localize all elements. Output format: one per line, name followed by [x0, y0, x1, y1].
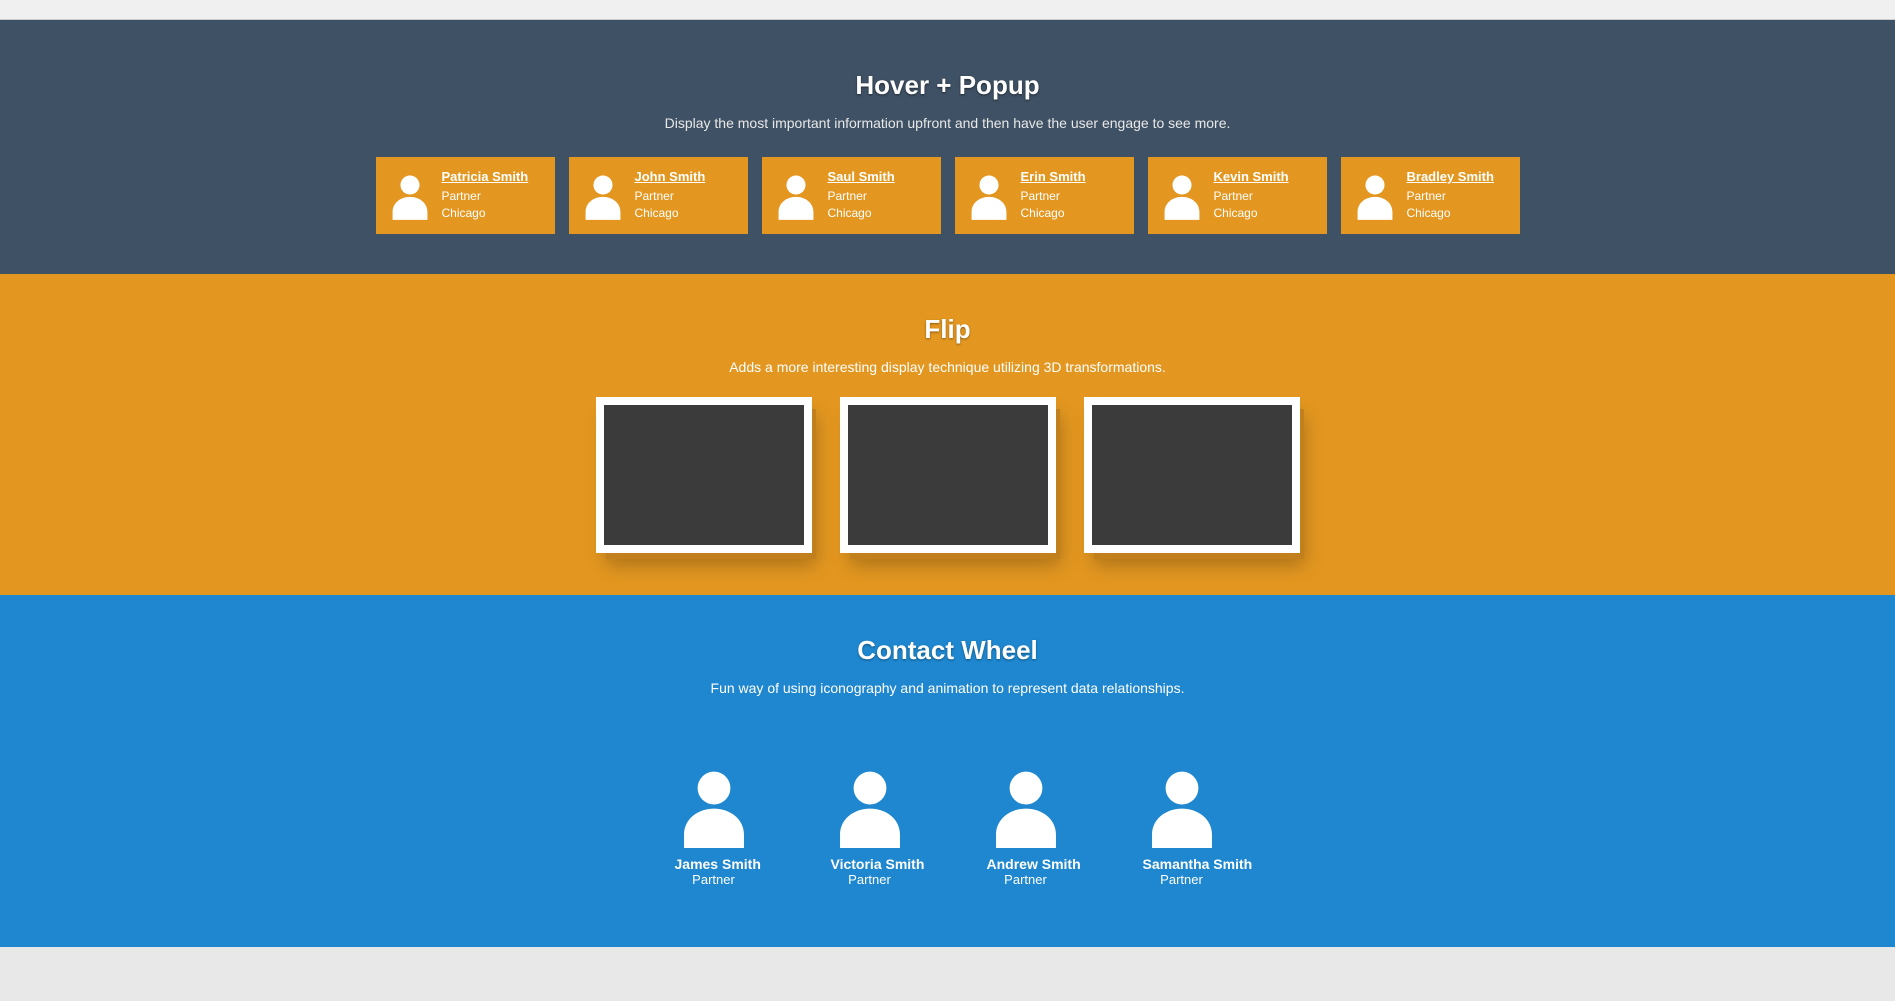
wheel-person-name: Victoria Smith: [831, 856, 909, 872]
wheel-person-role: Partner: [987, 872, 1065, 887]
wheel-person-role: Partner: [1143, 872, 1221, 887]
person-info: John Smith Partner Chicago: [635, 169, 736, 222]
person-location: Chicago: [1021, 205, 1122, 222]
section-hover-popup: Hover + Popup Display the most important…: [0, 20, 1895, 274]
hover-title: Hover + Popup: [0, 70, 1895, 101]
person-icon: [1160, 172, 1204, 220]
person-role: Partner: [1214, 188, 1315, 205]
wheel-subtitle: Fun way of using iconography and animati…: [0, 680, 1895, 696]
wheel-person-role: Partner: [831, 872, 909, 887]
person-role: Partner: [1407, 188, 1508, 205]
section-contact-wheel: Contact Wheel Fun way of using iconograp…: [0, 595, 1895, 947]
person-card[interactable]: Erin Smith Partner Chicago: [955, 157, 1134, 234]
person-location: Chicago: [1407, 205, 1508, 222]
person-card[interactable]: Patricia Smith Partner Chicago: [376, 157, 555, 234]
wheel-person-role: Partner: [675, 872, 753, 887]
person-card[interactable]: John Smith Partner Chicago: [569, 157, 748, 234]
flip-card-face: [604, 405, 804, 545]
flip-card[interactable]: [840, 397, 1056, 557]
person-info: Bradley Smith Partner Chicago: [1407, 169, 1508, 222]
wheel-row: James Smith Partner Victoria Smith Partn…: [0, 766, 1895, 887]
flip-card[interactable]: [1084, 397, 1300, 557]
wheel-person[interactable]: Samantha Smith Partner: [1143, 766, 1221, 887]
wheel-person-name: James Smith: [675, 856, 753, 872]
person-icon: [388, 172, 432, 220]
wheel-person[interactable]: Victoria Smith Partner: [831, 766, 909, 887]
person-icon: [1353, 172, 1397, 220]
person-info: Patricia Smith Partner Chicago: [442, 169, 543, 222]
hover-subtitle: Display the most important information u…: [0, 115, 1895, 131]
browser-chrome: [0, 0, 1895, 20]
flip-card-row: [0, 397, 1895, 557]
person-icon: [675, 766, 753, 848]
wheel-title: Contact Wheel: [0, 635, 1895, 666]
person-card[interactable]: Saul Smith Partner Chicago: [762, 157, 941, 234]
person-card[interactable]: Bradley Smith Partner Chicago: [1341, 157, 1520, 234]
wheel-person[interactable]: James Smith Partner: [675, 766, 753, 887]
person-location: Chicago: [442, 205, 543, 222]
flip-card-frame: [596, 397, 812, 553]
person-location: Chicago: [635, 205, 736, 222]
person-role: Partner: [635, 188, 736, 205]
flip-card-frame: [840, 397, 1056, 553]
person-info: Kevin Smith Partner Chicago: [1214, 169, 1315, 222]
person-name-link[interactable]: Saul Smith: [828, 169, 929, 184]
person-name-link[interactable]: John Smith: [635, 169, 736, 184]
page-content: Hover + Popup Display the most important…: [0, 20, 1895, 947]
wheel-person-name: Samantha Smith: [1143, 856, 1221, 872]
wheel-person[interactable]: Andrew Smith Partner: [987, 766, 1065, 887]
flip-card-face: [1092, 405, 1292, 545]
person-role: Partner: [442, 188, 543, 205]
person-location: Chicago: [1214, 205, 1315, 222]
person-name-link[interactable]: Kevin Smith: [1214, 169, 1315, 184]
person-icon: [774, 172, 818, 220]
flip-card-face: [848, 405, 1048, 545]
flip-title: Flip: [0, 314, 1895, 345]
person-location: Chicago: [828, 205, 929, 222]
person-role: Partner: [828, 188, 929, 205]
person-icon: [967, 172, 1011, 220]
person-icon: [987, 766, 1065, 848]
person-info: Erin Smith Partner Chicago: [1021, 169, 1122, 222]
person-name-link[interactable]: Patricia Smith: [442, 169, 543, 184]
person-role: Partner: [1021, 188, 1122, 205]
flip-card[interactable]: [596, 397, 812, 557]
person-card[interactable]: Kevin Smith Partner Chicago: [1148, 157, 1327, 234]
section-flip: Flip Adds a more interesting display tec…: [0, 274, 1895, 595]
flip-subtitle: Adds a more interesting display techniqu…: [0, 359, 1895, 375]
person-icon: [831, 766, 909, 848]
person-name-link[interactable]: Erin Smith: [1021, 169, 1122, 184]
wheel-person-name: Andrew Smith: [987, 856, 1065, 872]
person-info: Saul Smith Partner Chicago: [828, 169, 929, 222]
person-icon: [581, 172, 625, 220]
person-name-link[interactable]: Bradley Smith: [1407, 169, 1508, 184]
flip-card-frame: [1084, 397, 1300, 553]
hover-card-row: Patricia Smith Partner Chicago John Smit…: [0, 157, 1895, 234]
person-icon: [1143, 766, 1221, 848]
